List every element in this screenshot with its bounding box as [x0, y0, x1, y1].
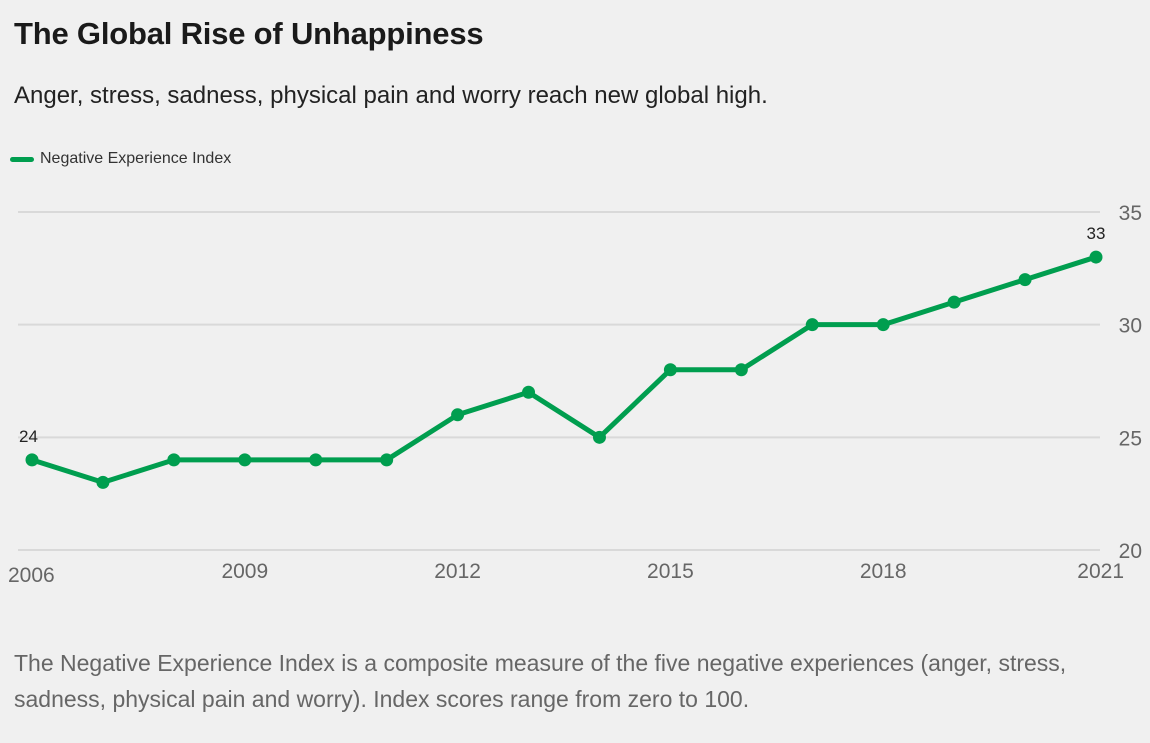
line-chart: 20 25 30 35 2006 2009 2012 2015 2018 2021 24 33	[8, 202, 1142, 587]
gridlines	[18, 211, 1100, 551]
data-point-2007	[96, 475, 110, 489]
data-point-2017	[805, 318, 819, 332]
footnote: The Negative Experience Index is a compo…	[14, 650, 1067, 712]
x-tick-label-2018: 2018	[860, 560, 907, 583]
series-line-0	[29, 254, 1099, 485]
chart-title: The Global Rise of Unhappiness	[14, 16, 484, 51]
data-point-2021	[1089, 250, 1103, 264]
data-point-2009	[238, 453, 252, 467]
x-tick-label-2006: 2006	[8, 564, 55, 587]
data-point-2006	[25, 453, 39, 467]
data-point-2020	[1018, 273, 1032, 287]
x-tick-label-2021: 2021	[1077, 560, 1124, 583]
data-point-2010	[309, 453, 323, 467]
data-point-2012	[451, 408, 465, 422]
legend: Negative Experience Index	[10, 150, 231, 168]
data-point-2015	[663, 363, 677, 377]
x-tick-label-2012: 2012	[434, 560, 481, 583]
data-point-2018	[876, 318, 890, 332]
data-point-2013	[522, 385, 536, 399]
data-label-2006: 24	[19, 427, 38, 446]
x-tick-label-2009: 2009	[221, 560, 268, 583]
series	[25, 250, 1103, 489]
legend-label: Negative Experience Index	[40, 150, 232, 167]
data-point-2011	[380, 453, 394, 467]
legend-swatch	[10, 156, 34, 162]
y-tick-label-35: 35	[1119, 202, 1142, 225]
y-tick-label-25: 25	[1119, 427, 1142, 450]
data-point-2016	[734, 363, 748, 377]
chart-subtitle: Anger, stress, sadness, physical pain an…	[14, 82, 768, 109]
data-point-2019	[947, 295, 961, 309]
data-label-2021: 33	[1087, 224, 1106, 243]
y-tick-label-20: 20	[1119, 540, 1142, 563]
data-labels: 24 33	[19, 224, 1105, 446]
y-tick-label-30: 30	[1119, 315, 1142, 338]
data-point-2008	[167, 453, 181, 467]
x-axis-ticks: 2006 2009 2012 2015 2018 2021	[8, 560, 1124, 587]
data-point-2014	[592, 430, 606, 444]
x-tick-label-2015: 2015	[647, 560, 694, 583]
y-axis-ticks: 20 25 30 35	[1119, 202, 1142, 563]
